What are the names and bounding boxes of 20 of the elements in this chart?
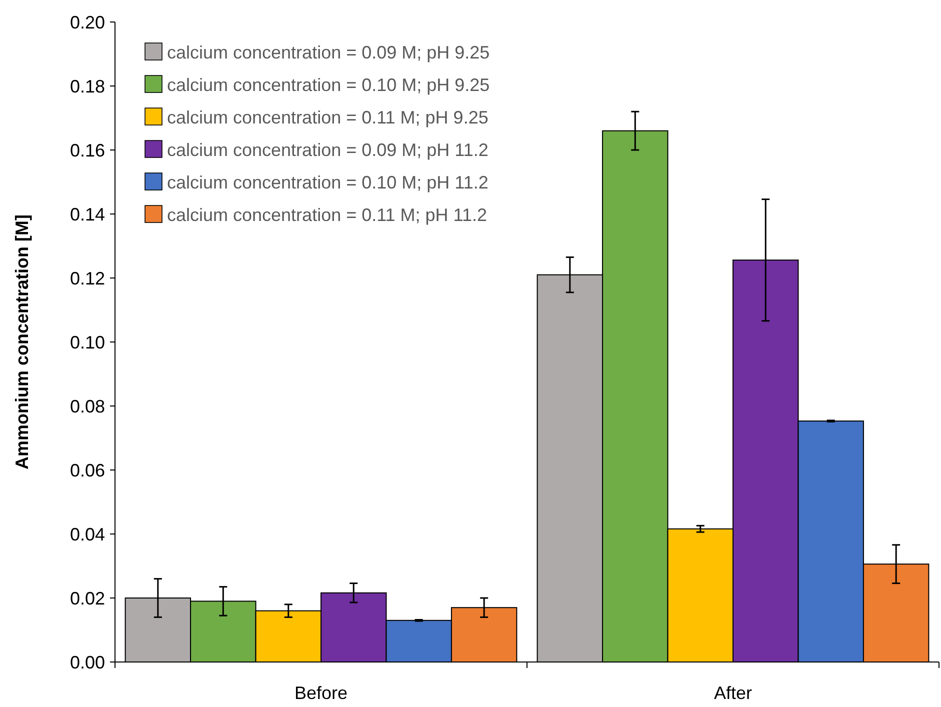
legend-label: calcium concentration = 0.09 M; pH 11.2 (167, 140, 488, 160)
y-tick-label: 0.16 (70, 140, 105, 160)
x-tick-label: After (714, 683, 752, 703)
y-tick-label: 0.00 (70, 652, 105, 672)
legend-label: calcium concentration = 0.09 M; pH 9.25 (167, 42, 490, 62)
y-tick-label: 0.08 (70, 396, 105, 416)
legend-label: calcium concentration = 0.11 M; pH 9.25 (167, 107, 488, 128)
y-tick-label: 0.10 (70, 332, 105, 352)
y-tick-label: 0.06 (70, 460, 105, 480)
y-tick-label: 0.02 (70, 588, 105, 608)
legend-label: calcium concentration = 0.10 M; pH 11.2 (167, 172, 488, 192)
y-tick-label: 0.04 (70, 524, 105, 544)
y-tick-label: 0.12 (70, 268, 105, 288)
x-tick-label: Before (294, 683, 348, 703)
y-tick-label: 0.20 (70, 12, 105, 32)
y-axis-title: Ammonium concentration [M] (12, 214, 32, 470)
legend-label: calcium concentration = 0.10 M; pH 9.25 (167, 74, 490, 95)
legend-label: calcium concentration = 0.11 M; pH 11.2 (167, 204, 488, 225)
y-tick-label: 0.18 (70, 76, 105, 96)
y-tick-label: 0.14 (70, 204, 105, 224)
